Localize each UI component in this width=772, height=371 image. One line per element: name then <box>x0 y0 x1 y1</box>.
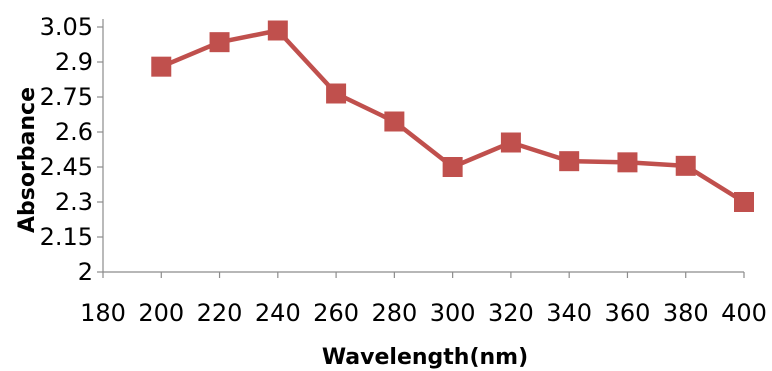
x-tick-label: 400 <box>721 299 767 327</box>
data-point-marker <box>442 157 463 177</box>
x-tick-label: 380 <box>663 299 709 327</box>
x-tick-label: 320 <box>488 299 534 327</box>
data-point-marker <box>559 151 580 172</box>
x-tick-label: 340 <box>546 299 592 327</box>
x-tick-label: 220 <box>197 299 243 327</box>
data-point-marker <box>151 56 172 77</box>
x-tick-label: 200 <box>138 299 184 327</box>
data-point-marker <box>384 111 405 132</box>
x-tick-label: 240 <box>255 299 301 327</box>
y-tick-label: 3.05 <box>40 13 93 41</box>
y-tick-label: 2.15 <box>40 223 93 251</box>
data-point-marker <box>675 155 696 176</box>
data-series <box>151 20 754 212</box>
x-tick-label: 260 <box>313 299 359 327</box>
y-tick-label: 2.9 <box>55 48 93 76</box>
x-axis-title: Wavelength(nm) <box>322 345 528 370</box>
axes <box>97 19 745 278</box>
data-point-marker <box>209 32 230 53</box>
data-point-marker <box>617 152 638 173</box>
data-point-marker <box>267 20 288 41</box>
y-tick-label: 2.3 <box>55 188 93 216</box>
data-point-marker <box>500 132 521 153</box>
x-tick-label: 300 <box>430 299 476 327</box>
y-tick-label: 2.6 <box>55 118 93 146</box>
data-point-marker <box>326 83 347 104</box>
y-tick-label: 2.45 <box>40 153 93 181</box>
tick-labels: 2 2.15 2.3 2.45 2.6 2.75 2.9 3.05 180 200 220 240 26… <box>40 13 767 327</box>
y-tick-label: 2.75 <box>40 83 93 111</box>
x-tick-label: 360 <box>605 299 651 327</box>
y-axis-title: Absorbance <box>15 87 40 233</box>
y-tick-label: 2 <box>78 258 93 286</box>
data-point-marker <box>734 192 754 212</box>
x-tick-label: 180 <box>80 299 126 327</box>
x-tick-label: 280 <box>371 299 417 327</box>
